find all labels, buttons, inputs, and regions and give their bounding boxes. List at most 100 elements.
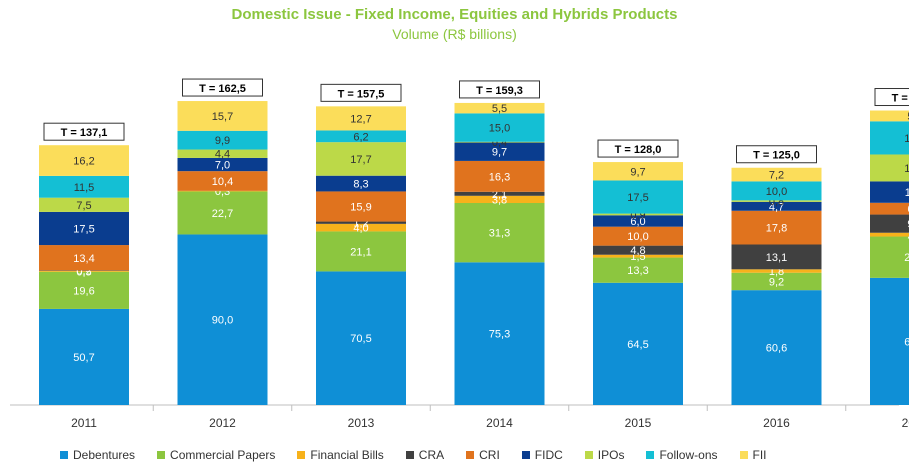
legend-label: Financial Bills	[310, 448, 384, 462]
bar-segment	[39, 211, 129, 246]
bar-segment	[454, 202, 545, 263]
legend-item: Follow-ons	[646, 448, 718, 462]
legend-swatch	[584, 451, 593, 459]
bar-data-label: 14,2	[904, 163, 909, 175]
bar-segment	[870, 202, 909, 215]
bar-segment	[316, 223, 406, 232]
bar-segment	[454, 195, 545, 203]
legend-label: Commercial Papers	[170, 448, 276, 462]
bar-data-label: 3,8	[492, 194, 507, 206]
bar-data-label: 17,5	[627, 192, 648, 204]
bar-segment	[870, 110, 909, 122]
bar-data-label: 8,3	[353, 179, 368, 191]
bar-data-label: 13,3	[627, 265, 648, 277]
legend-item: Financial Bills	[297, 448, 384, 462]
stacked-bar-chart: 50,719,60,50,213,417,57,511,516,2T = 137…	[10, 78, 909, 430]
bar-segment	[454, 113, 545, 142]
bar-data-label: 11,3	[905, 187, 909, 199]
total-label: T = 125,0	[753, 150, 800, 162]
bar-data-label: 60,6	[766, 343, 787, 355]
bar-segment	[316, 175, 406, 192]
bar-segment	[870, 181, 909, 203]
legend-item: CRI	[466, 448, 500, 462]
legend-item: FIDC	[521, 448, 563, 462]
bar-segment	[731, 210, 822, 245]
bar-segment	[177, 149, 268, 158]
bar-segment	[39, 271, 129, 309]
bar-segment	[454, 191, 545, 196]
bar-segment	[593, 257, 683, 283]
legend-item: Commercial Papers	[157, 448, 275, 462]
total-box	[182, 78, 263, 97]
bar-segment	[870, 121, 909, 155]
bar-data-label: 5,5	[492, 103, 507, 115]
legend-item: FII	[739, 448, 767, 462]
total-label: T = 155,4	[892, 93, 909, 105]
bar-segment	[731, 272, 822, 291]
bar-segment	[593, 162, 683, 181]
bar-data-label: 9,6	[907, 219, 909, 231]
bar-data-label: 31,3	[489, 228, 510, 240]
bar-segment	[316, 191, 406, 222]
bar-data-label: 4,4	[215, 149, 230, 161]
bar-data-label: 90,0	[212, 315, 233, 327]
bar-data-label: 10,0	[627, 231, 648, 243]
bar-data-label: 11,5	[74, 182, 95, 194]
bar-segment	[177, 157, 268, 172]
bar-segment	[593, 245, 683, 255]
legend-label: CRI	[479, 448, 500, 462]
bar-segment	[39, 270, 129, 272]
bar-segment	[454, 262, 545, 405]
bar-data-label: 21,1	[350, 246, 371, 258]
bar-segment	[731, 200, 822, 202]
bar-data-label: 2,0	[907, 230, 909, 242]
bar-segment	[177, 101, 268, 131]
x-tick-label: 2016	[763, 416, 790, 430]
bar-data-label: 13,4	[73, 253, 94, 265]
x-tick-label: 2013	[348, 416, 375, 430]
legend-swatch	[466, 451, 475, 459]
bar-segment	[316, 271, 406, 405]
bar-segment	[870, 277, 909, 405]
bar-segment	[870, 214, 909, 233]
bar-data-label: 4,7	[769, 201, 784, 213]
bar-segment	[731, 290, 822, 405]
x-tick-label: 2014	[486, 416, 513, 430]
bar-data-label: 9,9	[215, 135, 230, 147]
bar-segment	[593, 254, 683, 258]
bar-segment	[316, 231, 406, 272]
bar-data-label: 4,0	[353, 223, 368, 235]
total-box	[43, 122, 125, 141]
total-box	[320, 83, 402, 102]
x-tick-label: 2015	[625, 416, 652, 430]
bar-data-label: 9,7	[492, 147, 507, 159]
bar-segment	[454, 102, 545, 114]
legend-swatch	[521, 451, 530, 459]
bar-segment	[316, 142, 406, 176]
bar-segment	[593, 282, 683, 405]
total-label: T = 162,5	[199, 83, 246, 95]
chart-title: Domestic Issue - Fixed Income, Equities …	[231, 6, 678, 23]
bar-segment	[593, 180, 683, 214]
bar-segment	[39, 245, 129, 271]
bar-segment	[454, 141, 545, 143]
bar-data-label: 15,9	[350, 201, 371, 213]
bar-segment	[593, 215, 683, 227]
bar-data-label: 5,7	[907, 111, 909, 123]
bar-segment	[177, 190, 268, 192]
bar-data-label: 17,7	[350, 154, 371, 166]
bar-data-label: 16,3	[489, 171, 510, 183]
legend-label: Follow-ons	[659, 448, 718, 462]
bar-data-label: 70,5	[350, 333, 371, 345]
legend-swatch	[405, 451, 414, 459]
bar-data-label: 10,0	[766, 186, 787, 198]
bar-data-label: 7,5	[76, 200, 91, 212]
total-label: T = 137,1	[61, 127, 108, 139]
legend-swatch	[739, 451, 748, 459]
bar-segment	[316, 130, 406, 143]
bar-data-label: 9,7	[630, 166, 645, 178]
bar-data-label: 16,2	[73, 156, 94, 168]
bar-segment	[731, 269, 822, 273]
legend-item: CRA	[405, 448, 444, 462]
bar-data-label: 19,6	[73, 285, 94, 297]
